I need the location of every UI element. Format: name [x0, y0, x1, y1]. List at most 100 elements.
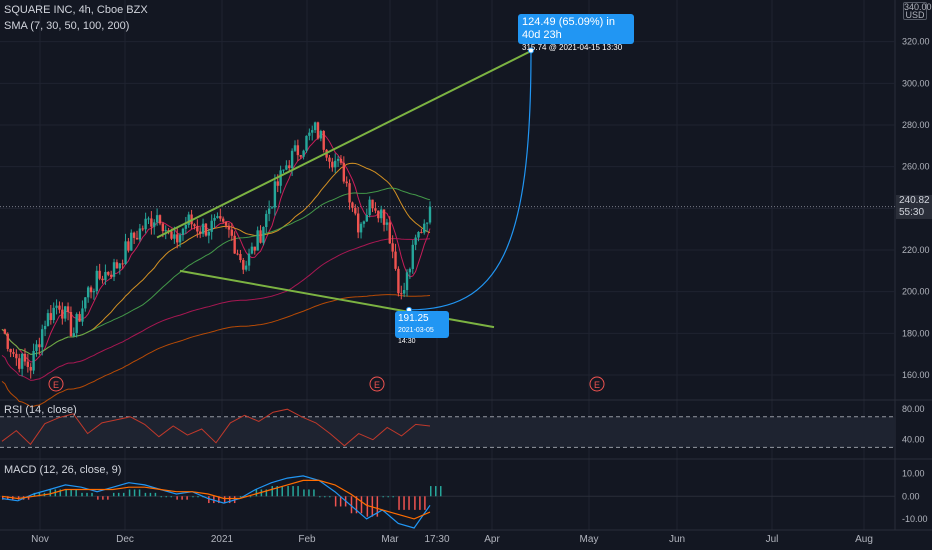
candle-body — [20, 353, 24, 369]
trendlines[interactable] — [156, 49, 534, 329]
macd-tick-label: 0.00 — [902, 491, 920, 501]
candle-body — [178, 235, 182, 243]
macd-histogram-bar — [324, 496, 326, 498]
macd-histogram-bar — [170, 496, 173, 498]
time-tick-label: 17:30 — [424, 534, 449, 545]
currency-label: USD — [905, 10, 925, 20]
candle-body — [354, 207, 357, 214]
target-callout[interactable]: 124.49 (65.09%) in 40d 23h 315.74 @ 2021… — [518, 14, 634, 52]
macd-signal-line — [1, 479, 431, 520]
macd-histogram-bar — [223, 496, 226, 504]
price-partial: 340.00 — [904, 2, 932, 12]
price-tick-label: 180.00 — [902, 328, 930, 338]
candle-body — [377, 210, 380, 219]
candle-body — [302, 150, 305, 157]
candle-body — [227, 225, 231, 230]
macd-histogram-bar — [414, 496, 416, 510]
earnings-marker-icon — [589, 376, 605, 392]
candle-body — [181, 228, 185, 236]
time-tick-label: Feb — [298, 534, 316, 545]
candle-body — [308, 132, 311, 136]
candle-body — [285, 165, 288, 170]
price-tick-label: 200.00 — [902, 287, 930, 297]
macd-histogram-bar — [144, 492, 147, 497]
macd-histogram-bar — [117, 492, 120, 497]
macd-histogram-bar — [297, 486, 299, 497]
candle-body — [29, 366, 32, 371]
price-tick-label: 160.00 — [902, 370, 930, 380]
candle-body — [290, 150, 294, 169]
macd-histogram-bar — [435, 486, 437, 497]
macd-histogram-bar — [360, 496, 363, 514]
macd-histogram-bar — [382, 496, 384, 498]
rsi-line — [1, 408, 431, 447]
macd-histogram-bar — [192, 496, 194, 498]
chart-grid — [0, 0, 932, 531]
low-sub: 2021-03-05 14:30 — [398, 327, 434, 345]
candle-body — [408, 268, 412, 273]
macd-histogram-bar — [249, 496, 252, 498]
currency-badge[interactable]: 340.00 USD — [903, 2, 932, 20]
candle-body — [204, 223, 208, 236]
earnings-marker-icon — [369, 376, 385, 392]
candle-body — [219, 216, 222, 219]
earnings-marker-icon — [48, 376, 64, 392]
candle-body — [259, 230, 262, 243]
rsi-legend[interactable]: RSI (14, close) — [4, 404, 77, 416]
sma-line — [1, 187, 431, 355]
candle-body — [397, 268, 400, 294]
time-tick-label: Dec — [116, 534, 134, 545]
macd-legend[interactable]: MACD (12, 26, close, 9) — [4, 464, 122, 476]
candle-body — [428, 206, 432, 223]
projection-path — [408, 50, 532, 311]
macd-histogram-bar — [440, 486, 442, 497]
candle-body — [299, 155, 302, 157]
candlestick-series — [3, 121, 432, 379]
candle-body — [319, 131, 323, 139]
macd-histogram-bar — [313, 489, 315, 497]
macd-histogram-bar — [86, 492, 88, 497]
upper-trendline — [156, 49, 534, 239]
candle-body — [121, 263, 124, 265]
candle-body — [170, 231, 173, 239]
rsi-band-fill — [0, 416, 895, 448]
macd-histogram-bar — [419, 496, 421, 510]
symbol-legend[interactable]: SQUARE INC, 4h, Cboe BZX — [4, 4, 148, 16]
target-label: 124.49 (65.09%) in 40d 23h — [522, 16, 615, 41]
candle-body — [86, 287, 90, 298]
macd-histogram-bar — [408, 496, 410, 510]
macd-histogram-bar — [122, 492, 125, 497]
candle-body — [342, 162, 346, 182]
candle-body — [282, 169, 285, 171]
candle-body — [385, 222, 389, 225]
rsi-tick-label: 40.00 — [902, 435, 925, 445]
macd-histogram-bar — [319, 496, 321, 498]
macd-histogram-bar — [339, 496, 342, 507]
earnings-marker-label: E — [594, 380, 600, 390]
projection-curve[interactable] — [406, 47, 534, 313]
rsi-pane: 40.00 80.00 — [0, 404, 925, 448]
candle-body — [196, 226, 199, 232]
macd-histogram-bar — [350, 496, 353, 514]
macd-histogram-bar — [392, 496, 394, 498]
candle-body — [414, 237, 417, 245]
candle-body — [187, 214, 190, 225]
macd-histogram-bar — [27, 496, 30, 500]
candle-body — [15, 353, 18, 359]
macd-histogram-bar — [228, 496, 231, 504]
earnings-marker-label: E — [53, 380, 59, 390]
candle-body — [58, 305, 61, 310]
macd-histogram-bar — [49, 489, 52, 497]
low-callout[interactable]: 191.25 2021-03-05 14:30 — [395, 311, 449, 345]
candle-body — [81, 308, 84, 322]
macd-histogram-bar — [287, 486, 289, 497]
candle-body — [345, 181, 348, 184]
sma-legend[interactable]: SMA (7, 30, 50, 100, 200) — [4, 20, 130, 32]
candle-body — [155, 215, 159, 223]
candle-body — [348, 183, 351, 203]
candle-body — [210, 220, 213, 232]
candle-body — [69, 312, 73, 336]
candle-body — [313, 122, 317, 131]
